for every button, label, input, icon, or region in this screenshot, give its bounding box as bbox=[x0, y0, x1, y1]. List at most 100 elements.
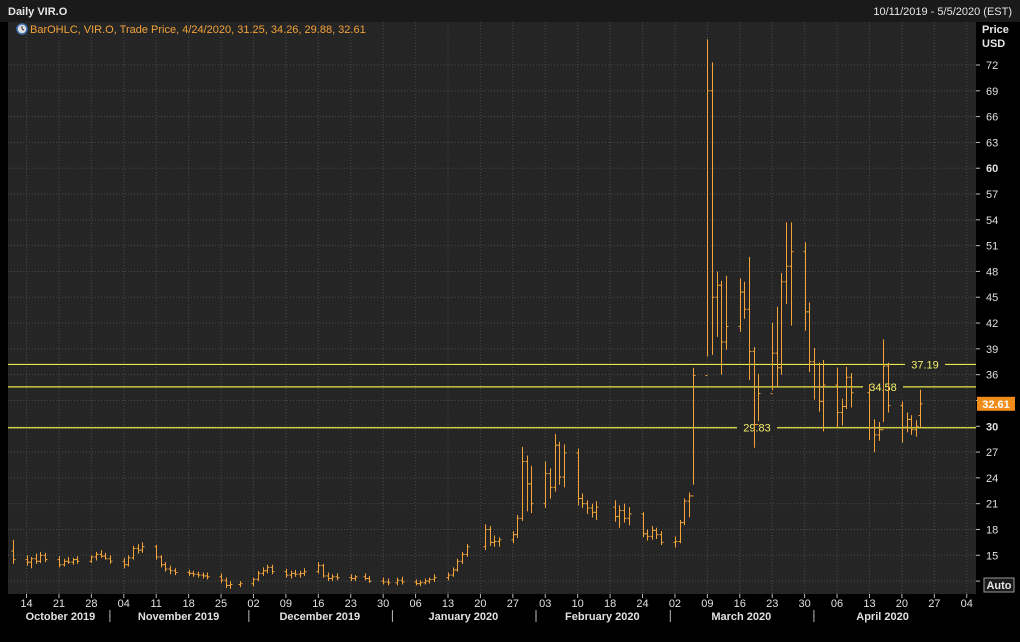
ohlc-bar bbox=[43, 552, 48, 563]
ohlc-bar bbox=[576, 448, 581, 506]
ohlc-bar bbox=[529, 465, 534, 514]
ohlc-bar bbox=[590, 503, 595, 518]
level-label: 37.19 bbox=[911, 359, 939, 371]
auto-button-frame[interactable] bbox=[983, 577, 1015, 593]
x-axis-panel bbox=[0, 594, 976, 642]
y-tick-label: 24 bbox=[986, 473, 998, 485]
ohlc-bar bbox=[103, 552, 108, 560]
last-price-text: 32.61 bbox=[982, 399, 1010, 411]
ohlc-bar bbox=[126, 555, 131, 567]
clock-hand bbox=[21, 28, 25, 31]
level-label-bg bbox=[905, 357, 945, 371]
ohlc-bar bbox=[682, 498, 687, 526]
ohlc-bar bbox=[224, 577, 229, 588]
ohlc-bar bbox=[446, 572, 451, 581]
ohlc-bar bbox=[867, 384, 872, 441]
ohlc-bar bbox=[321, 563, 326, 578]
y-tick-label: 63 bbox=[986, 137, 998, 149]
level-label-bg bbox=[737, 420, 777, 434]
ohlc-bar bbox=[62, 558, 67, 567]
ohlc-bar bbox=[553, 434, 558, 492]
ohlc-bar bbox=[427, 577, 432, 584]
ohlc-bar bbox=[492, 535, 497, 547]
ohlc-bar bbox=[905, 412, 910, 433]
ohlc-bar bbox=[784, 222, 789, 305]
ohlc-bar bbox=[228, 581, 233, 589]
ohlc-bar bbox=[715, 271, 720, 337]
ohlc-bar bbox=[293, 569, 298, 577]
ohlc-bar bbox=[330, 574, 335, 582]
ohlc-bar bbox=[673, 536, 678, 548]
ohlc-bars bbox=[11, 39, 923, 589]
month-label: October 2019 bbox=[26, 611, 96, 623]
ohlc-bar bbox=[414, 579, 419, 586]
ohlc-bar bbox=[821, 360, 826, 432]
ohlc-bar bbox=[807, 302, 812, 373]
ohlc-bar bbox=[840, 398, 845, 426]
ohlc-bar bbox=[238, 581, 243, 588]
ohlc-bar bbox=[659, 531, 664, 545]
ohlc-bar bbox=[326, 572, 331, 582]
y-tick-label: 15 bbox=[986, 550, 998, 562]
auto-button-label[interactable]: Auto bbox=[986, 580, 1011, 592]
ohlc-bar bbox=[353, 575, 358, 582]
x-tick-label: 30 bbox=[377, 598, 389, 610]
ohlc-bar bbox=[432, 574, 437, 582]
ohlc-bar bbox=[163, 562, 168, 572]
ohlc-bar bbox=[520, 446, 525, 521]
y-axis-panel bbox=[976, 22, 1020, 642]
y-tick-label: 57 bbox=[986, 189, 998, 201]
ohlc-bar bbox=[488, 526, 493, 546]
ohlc-bar bbox=[705, 39, 710, 377]
ohlc-bar bbox=[654, 527, 659, 539]
x-tick-label: 11 bbox=[150, 598, 161, 610]
month-label: April 2020 bbox=[856, 611, 909, 623]
ohlc-bar bbox=[803, 242, 808, 331]
x-tick-label: 16 bbox=[734, 598, 746, 610]
x-tick-label: 27 bbox=[928, 598, 940, 610]
ohlc-bar bbox=[11, 539, 16, 564]
ohlc-bar bbox=[724, 275, 729, 350]
ohlc-bar bbox=[525, 455, 530, 512]
x-tick-label: 21 bbox=[53, 598, 65, 610]
ohlc-bar bbox=[543, 461, 548, 508]
ohlc-bar bbox=[779, 273, 784, 375]
ohlc-bar bbox=[909, 415, 914, 435]
ohlc-bar bbox=[289, 570, 294, 579]
ohlc-bar bbox=[34, 553, 39, 564]
ohlc-bar bbox=[770, 323, 775, 395]
ohlc-bar bbox=[756, 373, 761, 426]
ohlc-bar bbox=[557, 441, 562, 485]
ohlc-bar bbox=[89, 555, 94, 564]
x-tick-label: 16 bbox=[312, 598, 324, 610]
ohlc-bar bbox=[465, 544, 470, 558]
ohlc-bar bbox=[710, 62, 715, 355]
ohlc-bar bbox=[335, 573, 340, 581]
x-tick-label: 02 bbox=[669, 598, 681, 610]
ohlc-bar bbox=[367, 575, 372, 583]
y-tick-label: 39 bbox=[986, 344, 998, 356]
ohlc-bar bbox=[460, 551, 465, 564]
ohlc-bar bbox=[451, 567, 456, 577]
ohlc-bar bbox=[363, 573, 368, 581]
ohlc-bar bbox=[284, 569, 289, 578]
ohlc-bar bbox=[159, 555, 164, 568]
ohlc-bar bbox=[205, 572, 210, 580]
ohlc-bar bbox=[881, 339, 886, 431]
month-label: March 2020 bbox=[711, 611, 771, 623]
ohlc-bar bbox=[914, 420, 919, 437]
ohlc-bar bbox=[251, 577, 256, 587]
x-tick-label: 13 bbox=[442, 598, 454, 610]
ohlc-bar bbox=[38, 551, 43, 564]
ohlc-bar bbox=[641, 512, 646, 538]
ohlc-bar bbox=[585, 500, 590, 515]
last-price-box bbox=[977, 396, 1015, 411]
ohlc-bar bbox=[418, 580, 423, 587]
ohlc-bar bbox=[747, 256, 752, 380]
ohlc-bar bbox=[918, 389, 923, 428]
header-bar bbox=[0, 0, 1020, 22]
ohlc-bar bbox=[75, 556, 80, 564]
ohlc-bar bbox=[844, 366, 849, 410]
auto-button[interactable]: Auto bbox=[983, 577, 1015, 593]
